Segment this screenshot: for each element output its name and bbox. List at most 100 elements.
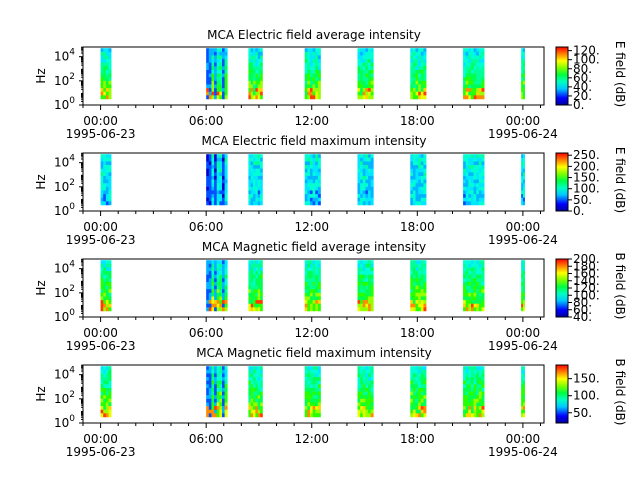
spectrogram-cell <box>222 263 225 268</box>
spectrogram-cell <box>103 161 107 166</box>
spectrogram-cell <box>208 369 212 374</box>
spectrogram-cell <box>481 190 485 195</box>
spectrogram-cell <box>224 73 228 78</box>
spectrogram-cell <box>315 179 319 184</box>
spectrogram-cell <box>216 384 220 389</box>
spectrogram-cell <box>219 194 223 199</box>
spectrogram-cell <box>222 77 225 82</box>
spectrogram-cell <box>214 380 218 385</box>
colorbar-tick-label: 150. <box>573 171 600 185</box>
spectrogram-cell <box>365 292 369 297</box>
spectrogram-cell <box>360 84 364 89</box>
spectrogram-cell <box>208 88 212 92</box>
spectrogram-cell <box>368 154 371 159</box>
spectrogram-cell <box>360 88 364 92</box>
spectrogram-cell <box>304 307 308 312</box>
spectrogram-cell <box>250 175 254 180</box>
spectrogram-cell <box>260 278 263 283</box>
spectrogram-cell <box>410 307 414 312</box>
spectrogram-cell <box>418 55 422 60</box>
spectrogram-cell <box>253 66 256 71</box>
spectrogram-cell <box>365 190 369 195</box>
spectrogram-cell <box>473 62 477 67</box>
spectrogram-cell <box>478 51 482 56</box>
spectrogram-cell <box>108 168 112 173</box>
spectrogram-cell <box>476 165 480 170</box>
spectrogram-cell <box>420 84 424 89</box>
spectrogram-cell <box>307 51 311 56</box>
spectrogram-cell <box>103 186 107 191</box>
spectrogram-cell <box>257 402 261 407</box>
spectrogram-cell <box>312 263 316 268</box>
spectrogram-cell <box>304 285 308 290</box>
spectrogram-cell <box>418 373 422 378</box>
spectrogram-cell <box>368 307 371 312</box>
spectrogram-cell <box>315 48 319 53</box>
spectrogram-cell <box>208 172 212 177</box>
spectrogram-cell <box>481 278 485 283</box>
spectrogram-cell <box>219 175 223 180</box>
colorbar-tick-label: 150. <box>573 372 600 386</box>
spectrogram-cell <box>410 80 414 85</box>
spectrogram-cell <box>309 402 313 407</box>
spectrogram-cell <box>415 384 419 389</box>
spectrogram-cell <box>105 300 109 304</box>
spectrogram-cell <box>465 296 469 301</box>
spectrogram-burst <box>304 260 321 312</box>
spectrogram-cell <box>108 366 112 371</box>
spectrogram-cell <box>420 281 424 286</box>
spectrogram-cell <box>410 300 414 304</box>
spectrogram-cell <box>222 165 225 170</box>
spectrogram-cell <box>219 292 223 297</box>
spectrogram-cell <box>222 409 225 414</box>
spectrogram-cell <box>219 377 223 381</box>
spectrogram-cell <box>418 186 422 191</box>
spectrogram-cell <box>224 69 228 74</box>
spectrogram-cell <box>412 285 416 290</box>
spectrogram-cell <box>206 395 210 400</box>
spectrogram-cell <box>522 77 525 82</box>
spectrogram-cell <box>211 201 215 206</box>
spectrogram-cell <box>370 183 374 188</box>
spectrogram-cell <box>260 263 263 268</box>
spectrogram-cell <box>410 55 414 60</box>
x-date-label: 1995-06-24 <box>488 127 558 141</box>
spectrogram-cell <box>410 183 414 188</box>
spectrogram-cell <box>103 406 107 410</box>
spectrogram-cell <box>222 190 225 195</box>
spectrogram-cell <box>309 84 313 89</box>
spectrogram-cell <box>307 377 311 381</box>
spectrogram-cell <box>418 398 422 403</box>
spectrogram-cell <box>253 186 256 191</box>
spectrogram-cell <box>473 186 477 191</box>
spectrogram-cell <box>317 263 321 268</box>
spectrogram-cell <box>103 398 107 403</box>
spectrogram-cell <box>312 366 316 371</box>
spectrogram-cell <box>465 48 469 53</box>
spectrogram-cell <box>370 172 374 177</box>
spectrogram-cell <box>309 391 313 396</box>
spectrogram-cell <box>208 263 212 268</box>
spectrogram-cell <box>208 179 212 184</box>
spectrogram-cell <box>253 197 256 202</box>
spectrogram-cell <box>103 183 107 188</box>
spectrogram-cell <box>360 366 364 371</box>
spectrogram-cell <box>362 413 366 418</box>
spectrogram-cell <box>211 186 215 191</box>
x-tick-label: 00:00 <box>83 432 118 446</box>
spectrogram-cell <box>260 183 263 188</box>
spectrogram-cell <box>521 179 524 184</box>
spectrogram-cell <box>360 201 364 206</box>
spectrogram-cell <box>260 161 263 166</box>
spectrogram-cell <box>248 165 252 170</box>
spectrogram-cell <box>214 289 218 294</box>
spectrogram-cell <box>521 285 524 290</box>
spectrogram-burst <box>100 366 112 418</box>
spectrogram-cell <box>224 194 228 199</box>
spectrogram-cell <box>362 62 366 67</box>
spectrogram-cell <box>522 380 525 385</box>
spectrogram-cell <box>365 95 369 100</box>
spectrogram-cell <box>370 303 374 308</box>
spectrogram-cell <box>365 183 369 188</box>
spectrogram-cell <box>418 285 422 290</box>
